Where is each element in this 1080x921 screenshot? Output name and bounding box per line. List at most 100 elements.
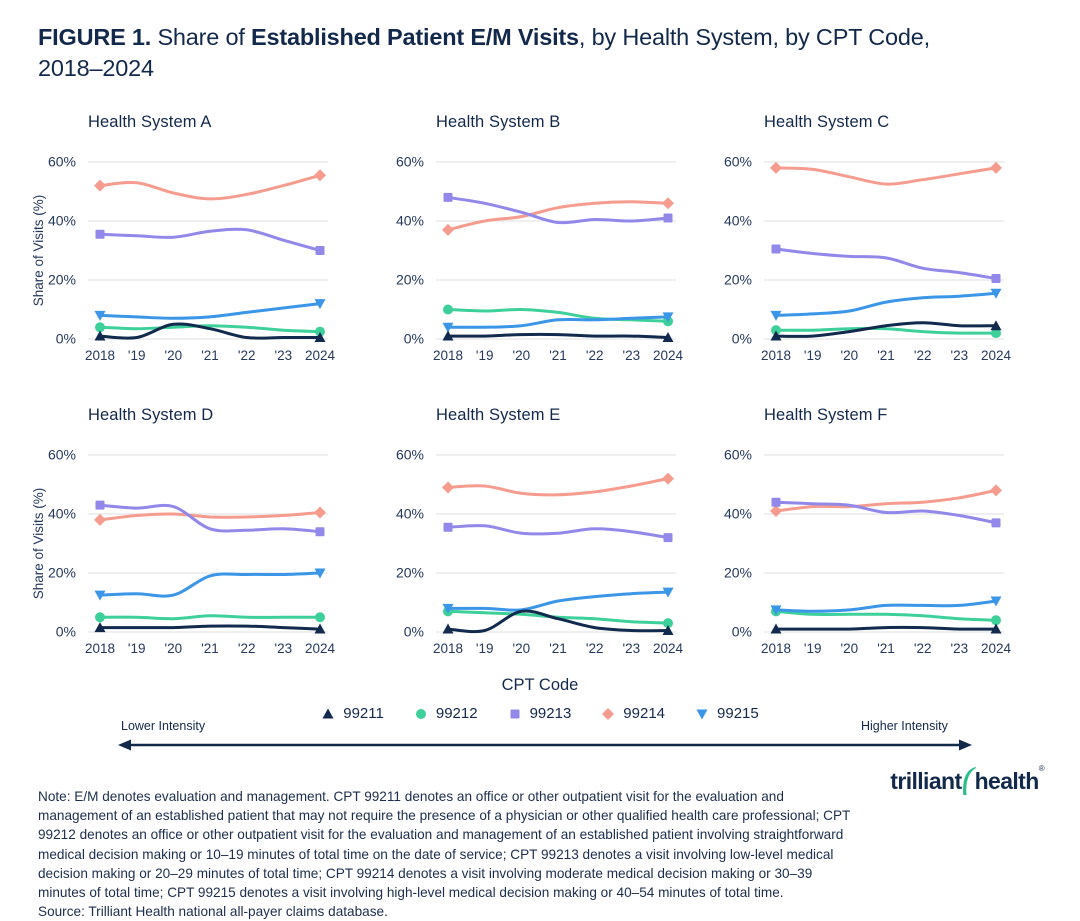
svg-text:'20: '20 — [841, 641, 859, 656]
logo-swoosh-icon — [962, 767, 976, 795]
svg-text:0%: 0% — [56, 331, 76, 347]
svg-text:'21: '21 — [201, 348, 219, 363]
svg-text:'23: '23 — [275, 348, 293, 363]
logo-word-2: health — [974, 768, 1040, 794]
footnote: Note: E/M denotes evaluation and managem… — [38, 787, 862, 921]
svg-text:2018: 2018 — [85, 348, 115, 363]
chart-health-system-c: Health System C 60% 40% 20% 0% 2018 '19 '20 '21… — [706, 112, 1016, 374]
svg-text:20%: 20% — [724, 565, 752, 581]
legend-item-99214: 99214 — [601, 705, 665, 722]
figure-title-bold: Established Patient E/M Visits — [251, 24, 579, 50]
svg-text:Share of Visits (%): Share of Visits (%) — [31, 488, 46, 600]
svg-text:40%: 40% — [48, 506, 76, 522]
chart-title-c: Health System C — [764, 113, 890, 131]
svg-text:'19: '19 — [804, 348, 822, 363]
svg-text:0%: 0% — [404, 331, 424, 347]
trilliant-health-logo: trilliant health ® — [890, 764, 1045, 795]
legend-title: CPT Code — [501, 676, 579, 694]
svg-text:'22: '22 — [586, 641, 604, 656]
svg-text:'21: '21 — [549, 641, 567, 656]
source-text: Source: Trilliant Health national all-pa… — [38, 904, 388, 920]
chart-title-b: Health System B — [436, 113, 561, 131]
svg-text:60%: 60% — [724, 154, 752, 170]
svg-text:2018: 2018 — [85, 641, 115, 656]
figure-title-text-1: Share of — [151, 24, 252, 50]
svg-text:0%: 0% — [732, 624, 752, 640]
svg-text:20%: 20% — [48, 272, 76, 288]
figure-label: FIGURE 1. — [38, 24, 152, 50]
lower-intensity-label: Lower Intensity — [121, 719, 206, 733]
legend-item-label: 99213 — [529, 705, 572, 722]
legend-item-99211: 99211 — [321, 705, 384, 722]
chart-canvas-a: 60% 40% 20% 0% 2018 '19 '20 '21 '22 '23 2024 Share … — [31, 154, 336, 364]
svg-text:40%: 40% — [396, 213, 424, 229]
chart-health-system-e: Health System E 60% 40% 20% 0% 2018 '19 '20 '21… — [378, 405, 688, 667]
svg-text:'20: '20 — [513, 641, 531, 656]
svg-text:2024: 2024 — [981, 641, 1012, 656]
chart-canvas-b: 60% 40% 20% 0% 2018 '19 '20 '21 '22 '23 2024 — [396, 154, 684, 364]
legend-item-label: 99215 — [717, 705, 759, 722]
chart-title-f: Health System F — [764, 406, 888, 424]
svg-text:60%: 60% — [48, 154, 76, 170]
logo-word-1: trilliant — [890, 768, 962, 794]
chart-canvas-d: 60% 40% 20% 0% 2018 '19 '20 '21 '22 '23 2024 Share … — [31, 447, 336, 657]
square-icon — [510, 709, 520, 718]
chart-title-e: Health System E — [436, 406, 561, 424]
legend-item-99215: 99215 — [695, 705, 759, 722]
figure-title: FIGURE 1. Share of Established Patient E… — [38, 22, 998, 84]
legend: CPT Code 99211 99212 99213 99214 99215 — [0, 676, 1080, 722]
svg-text:'19: '19 — [476, 641, 494, 656]
svg-text:20%: 20% — [396, 565, 424, 581]
svg-text:'23: '23 — [623, 348, 641, 363]
svg-text:40%: 40% — [724, 213, 752, 229]
svg-text:'21: '21 — [549, 348, 567, 363]
figure-title-text-2: , by Health System, by CPT Code, 2018–20… — [38, 24, 930, 81]
svg-text:'20: '20 — [513, 348, 531, 363]
svg-text:'23: '23 — [275, 641, 293, 656]
svg-text:2024: 2024 — [653, 641, 684, 656]
svg-text:'20: '20 — [165, 348, 183, 363]
legend-item-label: 99212 — [435, 705, 478, 722]
svg-text:'21: '21 — [877, 348, 895, 363]
svg-text:2018: 2018 — [433, 641, 463, 656]
triangle-down-icon — [696, 709, 708, 719]
svg-text:'22: '22 — [238, 641, 256, 656]
chart-title-d: Health System D — [88, 406, 214, 424]
svg-text:2018: 2018 — [761, 641, 791, 656]
svg-text:'22: '22 — [914, 641, 932, 656]
legend-items: 99211 99212 99213 99214 99215 — [0, 705, 1080, 722]
svg-text:Share of Visits (%): Share of Visits (%) — [31, 195, 46, 307]
svg-text:20%: 20% — [48, 565, 76, 581]
chart-canvas-c: 60% 40% 20% 0% 2018 '19 '20 '21 '22 '23 2024 — [724, 154, 1012, 364]
svg-text:'21: '21 — [877, 641, 895, 656]
svg-text:2018: 2018 — [761, 348, 791, 363]
svg-text:'22: '22 — [586, 348, 604, 363]
svg-text:60%: 60% — [724, 447, 752, 463]
svg-text:'21: '21 — [201, 641, 219, 656]
diamond-icon — [602, 707, 615, 720]
circle-icon — [415, 708, 426, 719]
svg-text:2024: 2024 — [305, 641, 336, 656]
svg-text:60%: 60% — [396, 447, 424, 463]
svg-text:'23: '23 — [623, 641, 641, 656]
higher-intensity-label: Higher Intensity — [861, 719, 948, 733]
legend-item-label: 99211 — [343, 705, 384, 722]
note-text: Note: E/M denotes evaluation and managem… — [38, 789, 851, 901]
chart-health-system-b: Health System B 60% 40% 20% 0% 2018 '19 '20 '21… — [378, 112, 688, 374]
svg-text:'19: '19 — [476, 348, 494, 363]
triangle-up-icon — [322, 708, 334, 718]
svg-text:'20: '20 — [841, 348, 859, 363]
svg-text:40%: 40% — [396, 506, 424, 522]
intensity-arrow-icon — [118, 739, 972, 751]
svg-text:'20: '20 — [165, 641, 183, 656]
svg-text:'23: '23 — [951, 348, 969, 363]
chart-health-system-a: Health System A 60% 40% 20% 0% 2018 '19 '20 '21… — [30, 112, 340, 374]
svg-text:20%: 20% — [724, 272, 752, 288]
chart-canvas-e: 60% 40% 20% 0% 2018 '19 '20 '21 '22 '23 2024 — [396, 447, 684, 657]
registered-mark: ® — [1038, 764, 1045, 773]
chart-health-system-d: Health System D 60% 40% 20% 0% 2018 '19 '20 '21… — [30, 405, 340, 667]
chart-title-a: Health System A — [88, 113, 212, 131]
chart-canvas-f: 60% 40% 20% 0% 2018 '19 '20 '21 '22 '23 2024 — [724, 447, 1012, 657]
svg-text:20%: 20% — [396, 272, 424, 288]
